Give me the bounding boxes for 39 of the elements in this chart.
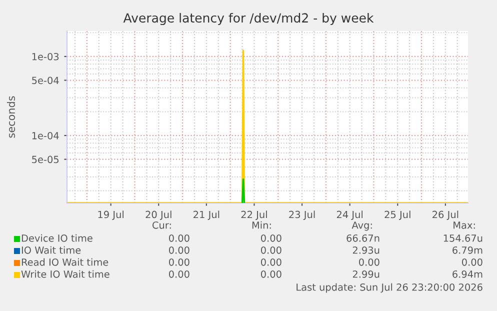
text: Last update: Sun Jul 26 23:20:00 2026	[296, 283, 482, 293]
x-tick-label: 19 Jul	[98, 210, 124, 220]
y-axis-title: seconds	[6, 96, 16, 138]
text: 0.00	[260, 234, 282, 242]
y-tick-label: 1e-03	[32, 52, 59, 60]
text: 0.00	[168, 258, 190, 266]
legend-label: Device IO time	[22, 234, 92, 242]
x-tick-label: 22 Jul	[241, 210, 267, 220]
x-tick-label: 24 Jul	[336, 210, 363, 220]
text: Min:	[252, 221, 271, 229]
legend-label: Write IO Wait time	[21, 270, 110, 278]
x-tick-label: 21 Jul	[194, 210, 220, 220]
text: 6.94m	[452, 270, 482, 278]
text: 0.00	[260, 246, 282, 254]
text: 0.00	[358, 258, 380, 266]
text: 0.00	[168, 246, 190, 254]
x-tick-label: 26 Jul	[432, 210, 458, 220]
text: 0.00	[260, 258, 282, 266]
text: 0.00	[168, 270, 190, 278]
y-tick-label: 5e-04	[32, 76, 59, 84]
x-tick-label: 25 Jul	[384, 210, 410, 220]
text: 0.00	[260, 270, 282, 278]
text: 66.67n	[346, 234, 380, 242]
x-tick-label: 23 Jul	[289, 210, 315, 220]
legend-label: Read IO Wait time	[22, 258, 108, 266]
legend-label: IO Wait time	[22, 246, 81, 254]
chart-title: Average latency for /dev/md2 - by week	[123, 12, 374, 26]
x-tick-label: 20 Jul	[146, 210, 172, 220]
text: 0.00	[462, 258, 482, 266]
y-tick-label: 5e-05	[32, 156, 59, 164]
text: Max:	[454, 222, 475, 229]
text: Avg:	[352, 222, 372, 231]
text: 154.67u	[444, 234, 482, 242]
text: 2.93u	[352, 246, 380, 254]
text: 6.79m	[452, 246, 482, 254]
text: Cur:	[152, 221, 171, 229]
text: 2.99u	[352, 270, 380, 278]
text: 0.00	[168, 234, 190, 242]
y-tick-label: 1e-04	[32, 132, 59, 140]
